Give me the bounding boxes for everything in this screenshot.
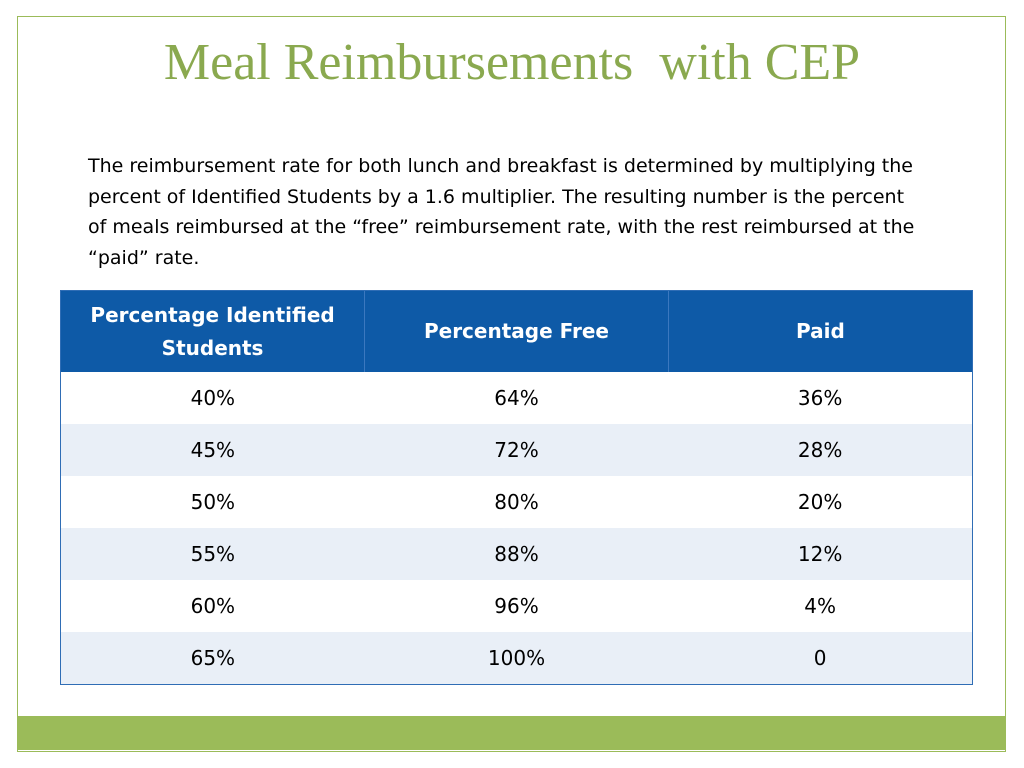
footer-accent-bar (17, 716, 1006, 750)
table-row: 55% 88% 12% (61, 528, 972, 580)
cell-identified: 45% (61, 424, 365, 476)
cell-identified: 50% (61, 476, 365, 528)
slide-title: Meal Reimbursements with CEP (163, 34, 861, 91)
header-paid: Paid (667, 291, 972, 372)
cell-identified: 60% (61, 580, 365, 632)
reimbursement-table-grid: Percentage Identified Students Percentag… (61, 291, 972, 684)
table-row: 60% 96% 4% (61, 580, 972, 632)
cell-free: 96% (364, 580, 669, 632)
cell-identified: 40% (61, 372, 365, 424)
cell-paid: 12% (668, 528, 972, 580)
cell-paid: 0 (668, 632, 972, 684)
cell-paid: 36% (668, 372, 972, 424)
table-row: 45% 72% 28% (61, 424, 972, 476)
cell-free: 64% (364, 372, 669, 424)
cell-identified: 55% (61, 528, 365, 580)
table-row: 50% 80% 20% (61, 476, 972, 528)
reimbursement-table: Percentage Identified Students Percentag… (60, 290, 973, 685)
header-percentage-free: Percentage Free (364, 291, 669, 372)
cell-paid: 4% (668, 580, 972, 632)
cell-free: 80% (364, 476, 669, 528)
header-percentage-identified: Percentage Identified Students (61, 291, 365, 372)
table-header-row: Percentage Identified Students Percentag… (61, 291, 972, 372)
cell-paid: 20% (668, 476, 972, 528)
cell-paid: 28% (668, 424, 972, 476)
body-paragraph: The reimbursement rate for both lunch an… (88, 155, 915, 269)
table-row: 65% 100% 0 (61, 632, 972, 684)
cell-identified: 65% (61, 632, 365, 684)
cell-free: 72% (364, 424, 669, 476)
table-row: 40% 64% 36% (61, 372, 972, 424)
cell-free: 100% (364, 632, 669, 684)
cell-free: 88% (364, 528, 669, 580)
